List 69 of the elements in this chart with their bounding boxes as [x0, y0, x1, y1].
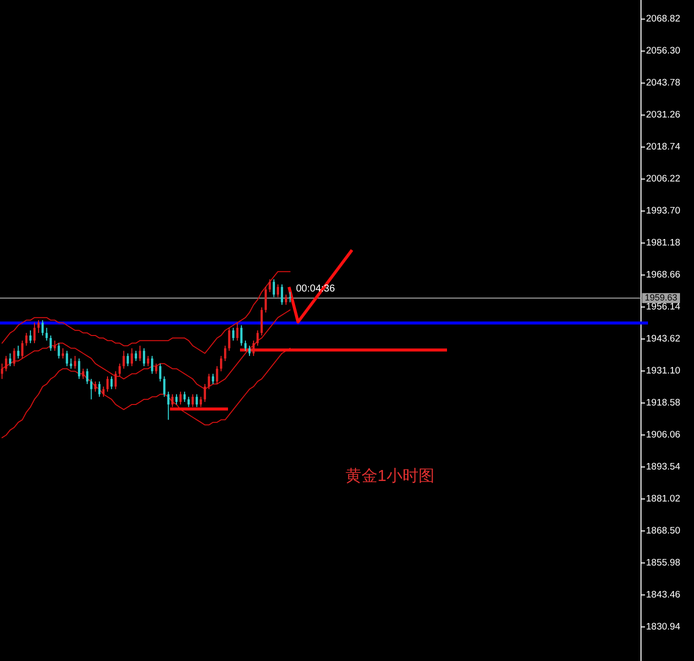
y-tick-label: 1881.02 [646, 493, 680, 504]
y-tick-label: 2006.22 [646, 174, 680, 185]
candlestick [236, 322, 238, 342]
candlestick [13, 348, 16, 367]
candlestick [118, 363, 121, 377]
y-tick-label: 2031.26 [646, 110, 680, 121]
candlestick [41, 320, 44, 336]
y-tick-label: 1943.62 [646, 334, 680, 345]
y-tick-label: 1981.18 [646, 238, 680, 249]
candlestick [272, 278, 275, 298]
ref-line-label: 1959.63 [644, 292, 678, 302]
y-tick-label: 1893.54 [646, 461, 680, 472]
candlestick [192, 394, 194, 408]
candlestick [82, 368, 84, 380]
candlestick [284, 294, 288, 306]
candlestick [280, 284, 284, 306]
candlestick [0, 363, 4, 380]
candlestick [78, 358, 80, 380]
candlestick [244, 340, 247, 352]
y-tick-label: 1843.46 [646, 589, 680, 600]
y-tick-label: 1906.06 [646, 429, 680, 440]
candlestick [94, 380, 96, 392]
candlestick [232, 327, 234, 342]
candlestick [228, 327, 230, 352]
y-tick-label: 2068.82 [646, 14, 680, 25]
y-tick-label: 1993.70 [646, 206, 680, 217]
candlestick [204, 384, 206, 402]
y-tick-label: 1968.66 [646, 270, 680, 281]
y-tick-label: 1956.14 [646, 302, 680, 313]
annotation: 黄金1小时图 [346, 467, 434, 486]
y-tick-label: 2056.30 [646, 46, 680, 57]
candlestick [200, 396, 202, 408]
candlestick [163, 376, 166, 398]
candlestick [268, 278, 271, 293]
candlestick [155, 363, 158, 374]
candlestick [196, 394, 198, 408]
y-tick-label: 1868.50 [646, 525, 680, 536]
y-tick-label: 1830.94 [646, 621, 680, 632]
line-series [2, 348, 291, 438]
candlestick [252, 340, 255, 356]
candlestick [216, 366, 218, 385]
candlestick [260, 306, 263, 336]
candlestick [183, 391, 186, 402]
candlestick [188, 396, 190, 408]
candlestick [179, 391, 182, 405]
candlestick [86, 368, 88, 385]
candlestick [58, 342, 60, 359]
candlestick [21, 340, 24, 359]
candlestick [126, 352, 129, 367]
y-tick-label: 1855.98 [646, 557, 680, 568]
candlestick [159, 363, 162, 382]
y-tick-label: 1918.58 [646, 398, 680, 409]
candlestick [151, 355, 154, 374]
line-series [2, 271, 291, 354]
candlestick [224, 345, 226, 362]
candlestick [50, 334, 52, 352]
candlestick [46, 327, 48, 342]
y-tick-label: 2043.78 [646, 78, 680, 89]
candlestick [54, 340, 56, 352]
candlestick [122, 350, 125, 370]
candlestick [167, 391, 170, 420]
candlestick [37, 320, 40, 334]
candlestick [9, 352, 12, 367]
y-tick-label: 2018.74 [646, 142, 680, 153]
candlestick [264, 286, 267, 313]
candlestick [17, 345, 20, 359]
candlestick [90, 378, 92, 400]
candlestick [130, 348, 133, 367]
y-tick-label: 1931.10 [646, 366, 680, 377]
